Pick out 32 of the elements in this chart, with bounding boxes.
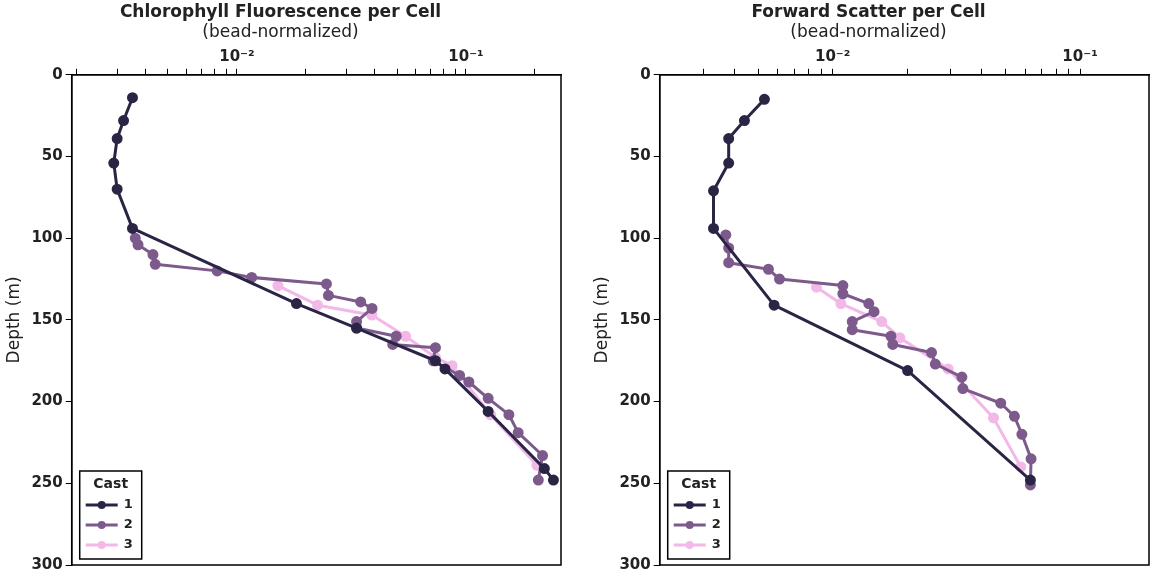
chart-title: Chlorophyll Fluorescence per Cell <box>119 0 442 21</box>
legend-label: 2 <box>711 516 721 532</box>
y-tick-label: 100 <box>619 228 651 247</box>
legend-label: 3 <box>123 536 133 552</box>
x-tick-label: 10⁻² <box>219 46 255 65</box>
x-tick-label: 10⁻¹ <box>1062 46 1098 65</box>
y-tick-label: 300 <box>619 554 651 573</box>
legend-label: 3 <box>711 536 721 552</box>
y-tick-label: 200 <box>619 391 651 410</box>
y-tick-label: 300 <box>31 554 63 573</box>
chart-title: Forward Scatter per Cell <box>751 0 986 21</box>
y-tick-label: 50 <box>629 146 651 165</box>
y-axis-title: Depth (m) <box>2 276 23 364</box>
y-tick-label: 100 <box>31 228 63 247</box>
legend-label: 1 <box>711 496 721 512</box>
legend-label: 2 <box>123 516 133 532</box>
legend-label: 1 <box>123 496 133 512</box>
x-tick-label: 10⁻² <box>814 46 851 65</box>
chart-subtitle: (bead-normalized) <box>202 21 359 42</box>
y-axis-title: Depth (m) <box>590 276 611 364</box>
legend-title: Cast <box>681 474 717 491</box>
y-tick-label: 250 <box>619 473 651 492</box>
y-tick-label: 200 <box>31 391 63 410</box>
y-tick-label: 50 <box>41 146 63 165</box>
y-tick-label: 150 <box>619 309 651 328</box>
y-tick-label: 250 <box>31 473 63 492</box>
x-tick-label: 10⁻¹ <box>448 46 484 65</box>
y-tick-label: 150 <box>31 309 63 328</box>
legend-title: Cast <box>93 474 129 491</box>
y-tick-label: 0 <box>52 64 63 83</box>
y-tick-label: 0 <box>640 64 651 83</box>
chart-subtitle: (bead-normalized) <box>790 21 947 42</box>
